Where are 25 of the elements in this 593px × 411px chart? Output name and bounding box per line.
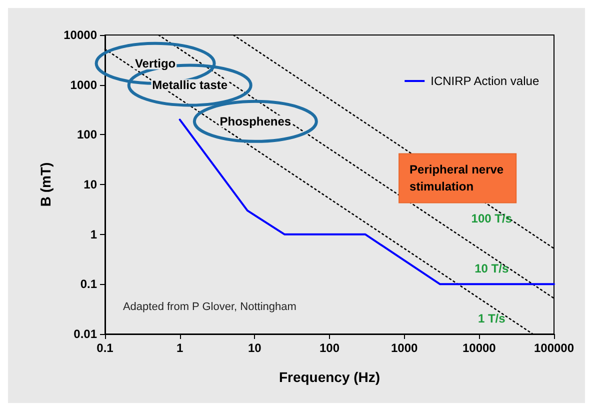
y-tick-label: 10 xyxy=(84,178,98,192)
y-tick-label: 0.01 xyxy=(74,327,98,341)
x-tick-label: 10 xyxy=(248,341,262,355)
annotation: Phosphenes xyxy=(220,114,292,128)
x-tick-label: 0.1 xyxy=(96,341,114,355)
y-tick-label: 10000 xyxy=(64,28,98,42)
annotation: Vertigo xyxy=(134,56,176,70)
y-tick-label: 1 xyxy=(90,227,98,242)
x-tick-label: 100 xyxy=(319,341,340,355)
x-axis-title: Frequency (Hz) xyxy=(278,369,380,385)
y-axis-title: B (mT) xyxy=(38,162,54,207)
x-tick-label: 100000 xyxy=(534,341,574,355)
x-tick-label: 1000 xyxy=(390,341,418,355)
annotation: Metallic taste xyxy=(152,78,228,92)
annotation: Peripheral nerve stimulation xyxy=(410,162,504,194)
annotation: Adapted from P Glover, Nottingham xyxy=(122,301,296,314)
y-tick-label: 0.1 xyxy=(80,277,98,292)
legend-label: ICNIRP Action value xyxy=(430,74,540,88)
series-label: 1 T/s xyxy=(478,311,506,326)
y-tick-label: 100 xyxy=(76,128,98,142)
y-tick-label: 1000 xyxy=(70,78,98,92)
x-tick-label: 10000 xyxy=(462,341,496,355)
x-tick-label: 1 xyxy=(176,341,184,355)
series-label: 100 T/s xyxy=(471,212,512,226)
series-label: 10 T/s xyxy=(474,261,509,276)
